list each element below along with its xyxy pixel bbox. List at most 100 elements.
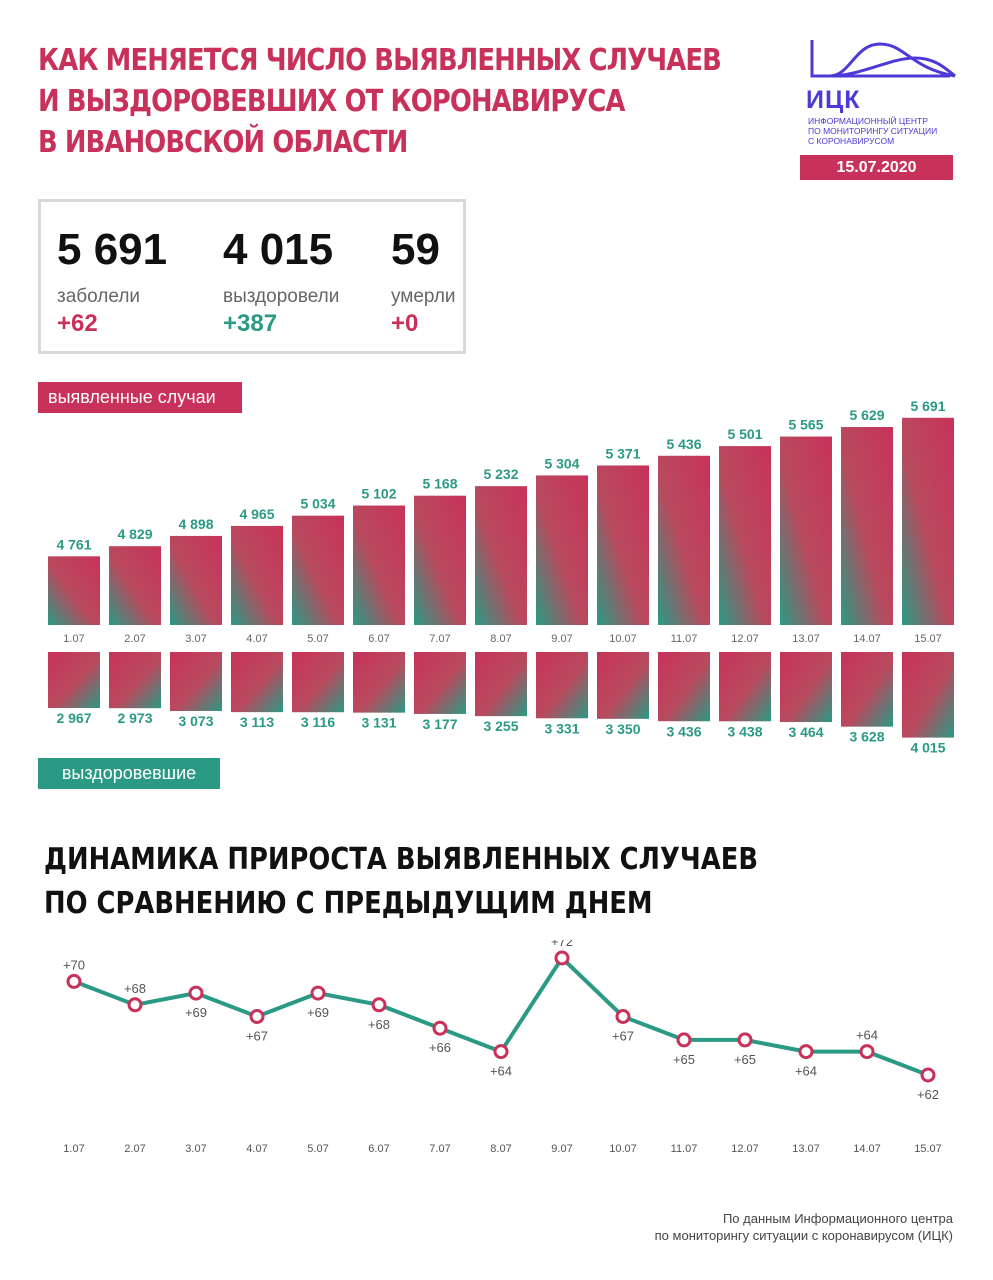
logo-sub-line-2: ПО МОНИТОРИНГУ СИТУАЦИИ xyxy=(808,126,938,136)
growth-value-label: +70 xyxy=(63,957,85,972)
growth-value-label: +62 xyxy=(917,1087,939,1102)
cases-value-label: 5 102 xyxy=(361,486,396,502)
recovered-value-label: 3 113 xyxy=(240,714,274,730)
cases-category-label: 9.07 xyxy=(551,633,572,645)
source-note: По данным Информационного центра по мони… xyxy=(655,1210,953,1244)
recovered-value: 4 015 xyxy=(223,225,334,274)
recovered-bar xyxy=(353,652,405,713)
recovered-bar xyxy=(231,652,283,713)
cases-value-label: 5 304 xyxy=(544,455,579,471)
cases-bar xyxy=(48,556,100,625)
logo-wave-icon xyxy=(810,40,956,78)
cases-category-label: 2.07 xyxy=(124,633,145,645)
recovered-value-label: 3 436 xyxy=(666,723,701,739)
recovered-value-label: 2 973 xyxy=(117,710,152,726)
line-title-2: ПО СРАВНЕНИЮ С ПРЕДЫДУЩИМ ДНЕМ xyxy=(44,886,653,921)
cases-value: 5 691 xyxy=(57,225,168,274)
stat-recovered: 4 015 выздоровели +387 xyxy=(223,224,339,338)
cases-value-label: 5 691 xyxy=(910,398,945,414)
cases-category-label: 8.07 xyxy=(490,633,511,645)
logo-sub-line-1: ИНФОРМАЦИОННЫЙ ЦЕНТР xyxy=(808,116,928,126)
recovered-bar xyxy=(719,652,771,722)
growth-point xyxy=(249,1009,265,1024)
title-line-2: И ВЫЗДОРОВЕВШИХ ОТ КОРОНАВИРУСА xyxy=(38,84,625,119)
cases-bar xyxy=(536,475,588,625)
cases-value-label: 5 501 xyxy=(727,426,762,442)
recovered-value-label: 3 331 xyxy=(544,720,579,736)
growth-category-label: 2.07 xyxy=(124,1143,145,1155)
bar-chart: 4 761 4 829 4 898 4 965 5 034 5 102 5 168 5 232… xyxy=(48,398,954,756)
growth-value-label: +72 xyxy=(551,940,573,949)
cases-value-label: 5 168 xyxy=(422,476,457,492)
cases-category-label: 5.07 xyxy=(307,633,328,645)
summary-box: 5 691 заболели +62 4 015 выздоровели +38… xyxy=(38,199,466,354)
cases-category-label: 10.07 xyxy=(609,633,637,645)
growth-category-label: 15.07 xyxy=(914,1143,942,1155)
line-chart: +70 +68 +69 +67 +69 +68 +66 +64 +72 +67 +65 +65 +64 +… xyxy=(63,940,942,1155)
growth-point xyxy=(859,1044,875,1060)
cases-category-label: 13.07 xyxy=(792,633,820,645)
cases-bar xyxy=(658,455,710,625)
recovered-bar xyxy=(414,652,466,714)
growth-category-label: 10.07 xyxy=(609,1143,637,1155)
cases-chart-title: выявленные случаи xyxy=(38,382,242,413)
cases-bar xyxy=(902,417,954,625)
cases-value-label: 4 898 xyxy=(178,516,213,532)
recovered-value-label: 3 464 xyxy=(788,724,823,740)
cases-bar xyxy=(414,495,466,625)
recovered-value-label: 3 131 xyxy=(361,715,396,731)
recovered-label: выздоровели xyxy=(223,286,340,307)
recovered-chart-title: выздоровевшие xyxy=(38,758,220,789)
growth-category-label: 1.07 xyxy=(63,1143,84,1155)
recovered-bar xyxy=(597,652,649,719)
title-line-1: КАК МЕНЯЕТСЯ ЧИСЛО ВЫЯВЛЕННЫХ СЛУЧАЕВ xyxy=(38,43,722,78)
growth-point xyxy=(676,1032,692,1048)
growth-value-label: +69 xyxy=(307,1005,329,1020)
growth-value-label: +66 xyxy=(429,1040,451,1055)
page-title: КАК МЕНЯЕТСЯ ЧИСЛО ВЫЯВЛЕННЫХ СЛУЧАЕВ И … xyxy=(38,40,722,163)
recovered-bar xyxy=(292,652,344,713)
deaths-delta: +0 xyxy=(391,310,419,337)
growth-value-label: +67 xyxy=(612,1029,634,1044)
recovered-value-label: 3 177 xyxy=(422,716,457,732)
growth-value-label: +68 xyxy=(124,981,146,996)
recovered-value-label: 3 438 xyxy=(727,723,762,739)
cases-category-label: 1.07 xyxy=(63,633,84,645)
growth-point xyxy=(432,1020,448,1036)
cases-category-label: 7.07 xyxy=(429,633,450,645)
line-chart-title: ДИНАМИКА ПРИРОСТА ВЫЯВЛЕННЫХ СЛУЧАЕВ ПО … xyxy=(44,838,758,926)
growth-point xyxy=(554,950,570,966)
cases-value-label: 5 034 xyxy=(300,496,335,512)
recovered-value-label: 3 116 xyxy=(301,714,335,730)
source-line-1: По данным Информационного центра xyxy=(722,1211,953,1226)
source-line-2: по мониторингу ситуации с коронавирусом … xyxy=(654,1228,953,1243)
growth-value-label: +69 xyxy=(185,1005,207,1020)
growth-point xyxy=(615,1009,631,1024)
recovered-value-label: 2 967 xyxy=(56,710,91,726)
title-line-3: В ИВАНОВСКОЙ ОБЛАСТИ xyxy=(38,125,408,160)
cases-value-label: 4 761 xyxy=(56,536,91,552)
growth-category-label: 3.07 xyxy=(185,1143,206,1155)
cases-value-label: 5 436 xyxy=(666,436,701,452)
cases-value-label: 4 965 xyxy=(239,506,274,522)
deaths-value: 59 xyxy=(391,225,440,274)
growth-value-label: +68 xyxy=(368,1017,390,1032)
cases-category-label: 14.07 xyxy=(853,633,881,645)
recovered-delta: +387 xyxy=(223,310,278,337)
growth-value-label: +65 xyxy=(734,1052,756,1067)
cases-value-label: 5 232 xyxy=(483,466,518,482)
growth-category-label: 4.07 xyxy=(246,1143,267,1155)
stat-deaths: 59 умерли +0 xyxy=(391,224,456,338)
cases-bar xyxy=(109,546,161,625)
growth-point xyxy=(493,1044,509,1060)
growth-point xyxy=(371,997,387,1013)
cases-category-label: 15.07 xyxy=(914,633,942,645)
growth-point xyxy=(737,1032,753,1048)
growth-category-label: 12.07 xyxy=(731,1143,759,1155)
line-title-1: ДИНАМИКА ПРИРОСТА ВЫЯВЛЕННЫХ СЛУЧАЕВ xyxy=(44,842,758,877)
recovered-bar xyxy=(170,652,222,712)
cases-bar xyxy=(597,465,649,625)
growth-value-label: +65 xyxy=(673,1052,695,1067)
growth-category-label: 5.07 xyxy=(307,1143,328,1155)
logo-name: ИЦК xyxy=(806,86,861,114)
